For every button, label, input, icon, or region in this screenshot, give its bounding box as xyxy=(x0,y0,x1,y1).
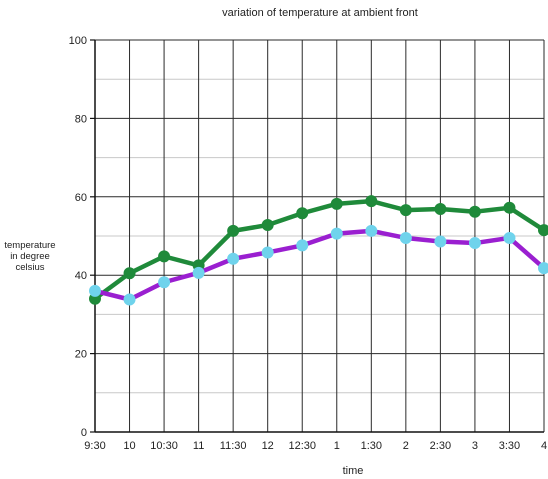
x-tick-label: 3:30 xyxy=(499,440,520,452)
x-tick-label: 10:30 xyxy=(150,440,178,452)
series-2-point xyxy=(538,262,548,275)
series-1-point xyxy=(261,219,274,232)
series-1-point xyxy=(434,202,447,215)
x-tick-labels: 9:30 10 10:30 11 11:30 12 12:30 1 1:30 2 2:30 3 3:30… xyxy=(84,440,547,452)
series-2-point xyxy=(158,276,171,289)
series-1-point xyxy=(468,205,481,218)
y-tick-label: 80 xyxy=(75,113,87,125)
axes xyxy=(90,39,544,433)
y-tick-labels: 0 20 40 60 80 100 xyxy=(69,35,87,439)
x-tick-label: 11 xyxy=(193,440,204,452)
y-tick-label: 40 xyxy=(75,270,87,282)
series-2-point xyxy=(503,231,516,244)
x-tick-label: 1 xyxy=(334,440,340,452)
x-tick-label: 9:30 xyxy=(84,440,105,452)
x-tick-label: 2 xyxy=(403,440,409,452)
series-2-point xyxy=(468,237,481,250)
x-axis-title: time xyxy=(343,465,364,477)
series-2-point xyxy=(296,239,309,252)
y-axis-title: temperature in degree celsius xyxy=(4,240,55,273)
y-tick-label: 20 xyxy=(75,349,87,361)
y-tick-label: 0 xyxy=(81,427,87,439)
series-2-point xyxy=(261,246,274,259)
grid xyxy=(94,39,545,433)
series-1-point xyxy=(227,224,240,237)
series-1-point xyxy=(503,201,516,214)
x-tick-label: 2:30 xyxy=(430,440,451,452)
series-2-point xyxy=(192,266,205,279)
series-1-point xyxy=(399,204,412,217)
y-axis-title-line-2: in degree xyxy=(10,251,50,262)
x-tick-label: 3 xyxy=(472,440,478,452)
x-tick-label: 12 xyxy=(262,440,274,452)
series-1-point xyxy=(330,197,343,210)
x-tick-label: 4 xyxy=(541,440,547,452)
series-1-point xyxy=(365,195,378,208)
y-tick-label: 100 xyxy=(69,35,87,47)
series-2-point xyxy=(365,224,378,237)
series-layer xyxy=(89,195,548,306)
x-tick-label: 1:30 xyxy=(361,440,382,452)
series-1-point xyxy=(158,250,171,263)
series-2-point xyxy=(330,227,343,240)
series-1-point xyxy=(538,224,548,237)
series-2-point xyxy=(399,231,412,244)
y-tick-label: 60 xyxy=(75,192,87,204)
x-tick-label: 10 xyxy=(123,440,135,452)
chart-title: variation of temperature at ambient fron… xyxy=(222,7,418,19)
y-axis-title-line-1: temperature xyxy=(4,240,55,251)
series-2-point xyxy=(89,284,101,297)
series-2-point xyxy=(227,252,240,265)
series-2-point xyxy=(123,293,136,306)
series-2-point xyxy=(434,235,447,248)
y-axis-title-line-3: celsius xyxy=(15,262,44,273)
x-tick-label: 12:30 xyxy=(288,440,316,452)
series-1-point xyxy=(296,207,309,220)
series-1-point xyxy=(123,267,136,280)
x-tick-label: 11:30 xyxy=(220,440,247,452)
